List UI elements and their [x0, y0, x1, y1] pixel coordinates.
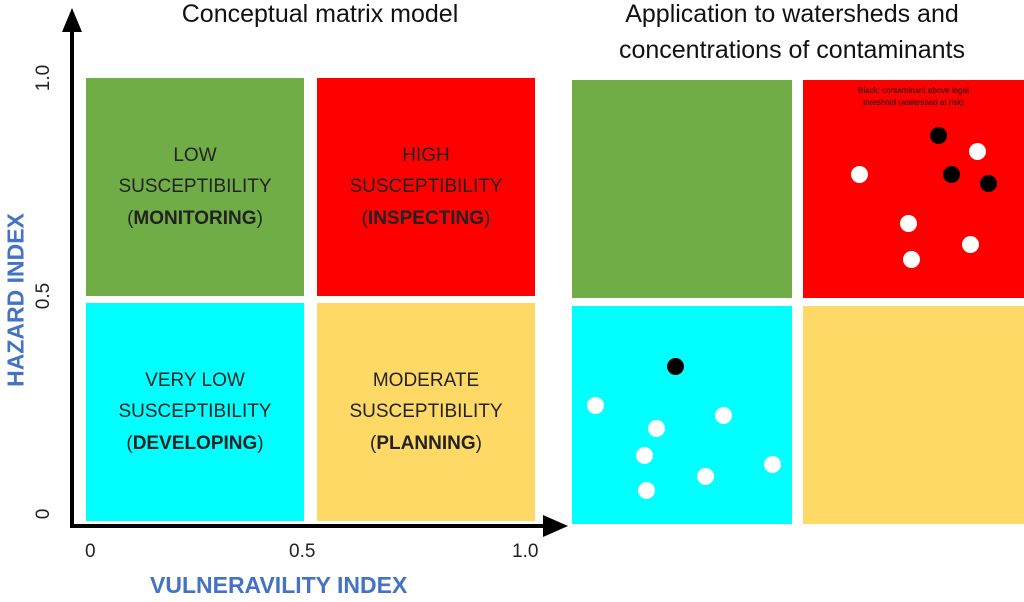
watershed-point [638, 482, 655, 499]
watershed-point [636, 447, 653, 464]
watershed-point [962, 236, 979, 253]
quadrant-high-action: INSPECTING [367, 207, 485, 229]
quadrant-high-text: HIGH SUSCEPTIBILITY (INSPECTING) [349, 140, 502, 234]
quadrant-low-line1: LOW [173, 144, 217, 166]
quadrant-very-low-text: VERY LOW SUSCEPTIBILITY (DEVELOPING) [118, 365, 271, 459]
watershed-point [969, 143, 986, 160]
legend-note: Black: contaminant above legal threshold… [803, 85, 1024, 109]
right-quadrant-bottom-left [572, 306, 792, 524]
y-tick-0-5: 0.5 [33, 282, 54, 310]
watershed-point [648, 420, 665, 437]
right-quadrant-bottom-right [803, 306, 1024, 524]
watershed-point [851, 166, 868, 183]
quadrant-moderate: MODERATE SUSCEPTIBILITY (PLANNING) [317, 303, 535, 521]
watershed-point-risk [980, 175, 997, 192]
y-axis-label: HAZARD INDEX [2, 213, 29, 387]
watershed-point [587, 397, 604, 414]
right-title-line-1: Application to watersheds and [625, 0, 959, 28]
quadrant-very-low: VERY LOW SUSCEPTIBILITY (DEVELOPING) [86, 303, 304, 521]
watershed-point-risk [943, 166, 960, 183]
x-tick-0-5: 0.5 [289, 541, 316, 562]
quadrant-low-text: LOW SUSCEPTIBILITY (MONITORING) [118, 140, 271, 234]
watershed-point-risk [667, 358, 684, 375]
right-title-line-2: concentrations of contaminants [618, 35, 966, 64]
watershed-point [900, 215, 917, 232]
quadrant-moderate-action: PLANNING [376, 432, 476, 454]
y-axis-arrowhead [62, 8, 82, 32]
quadrant-very-low-line2: SUSCEPTIBILITY [118, 401, 272, 423]
x-axis-arrowhead [543, 515, 568, 537]
quadrant-moderate-line1: MODERATE [372, 369, 480, 391]
quadrant-high-action-line: (INSPECTING) [361, 207, 491, 229]
quadrant-moderate-action-line: (PLANNING) [370, 432, 482, 454]
watershed-point [715, 407, 732, 424]
quadrant-high-line2: SUSCEPTIBILITY [349, 176, 503, 198]
y-tick-1: 1.0 [33, 64, 54, 92]
legend-note-line-1: Black: contaminant above legal [858, 86, 969, 95]
quadrant-very-low-line1: VERY LOW [145, 369, 245, 391]
quadrant-moderate-text: MODERATE SUSCEPTIBILITY (PLANNING) [349, 365, 502, 459]
watershed-point [697, 468, 714, 485]
watershed-point [903, 251, 920, 268]
right-quadrant-top-left [572, 80, 792, 298]
quadrant-very-low-action: DEVELOPING [132, 432, 258, 454]
watershed-point [764, 456, 781, 473]
quadrant-low-line2: SUSCEPTIBILITY [118, 176, 272, 198]
x-tick-0: 0 [85, 541, 96, 562]
quadrant-high: HIGH SUSCEPTIBILITY (INSPECTING) [317, 78, 535, 296]
left-panel-title: Conceptual matrix model [181, 0, 459, 28]
quadrant-moderate-line2: SUSCEPTIBILITY [349, 401, 503, 423]
x-axis-label: VULNERAVILITY INDEX [150, 572, 408, 598]
quadrant-low-action: MONITORING [133, 207, 257, 229]
legend-note-line-2: threshold (watershed at risk) [863, 98, 964, 107]
quadrant-high-line1: HIGH [402, 144, 450, 166]
y-tick-0: 0 [33, 508, 54, 520]
right-panel-title: Application to watersheds and concentrat… [560, 0, 1024, 68]
x-tick-1: 1.0 [512, 541, 539, 562]
quadrant-low: LOW SUSCEPTIBILITY (MONITORING) [86, 78, 304, 296]
quadrant-low-action-line: (MONITORING) [127, 207, 263, 229]
quadrant-very-low-action-line: (DEVELOPING) [126, 432, 264, 454]
watershed-point-risk [930, 127, 947, 144]
